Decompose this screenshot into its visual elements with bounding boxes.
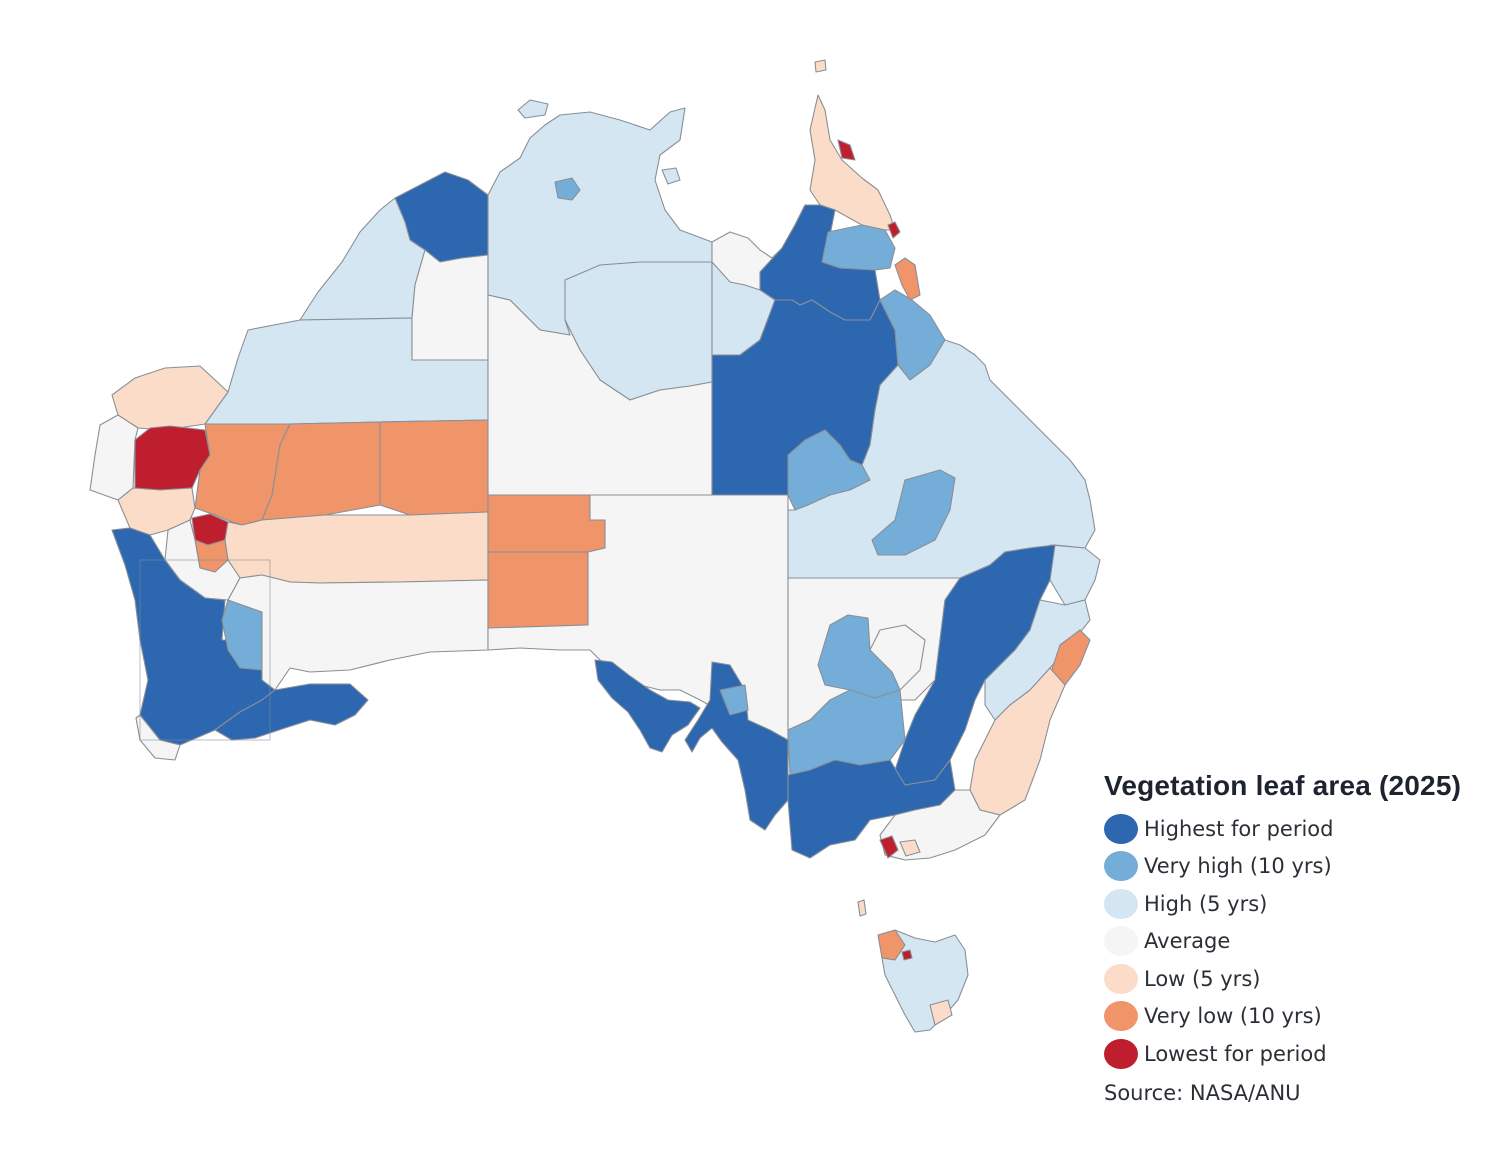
region-melbourne-lowest	[879, 835, 899, 859]
region-se-qld-high	[1049, 544, 1101, 606]
region-cape-york-lowest	[837, 139, 856, 161]
tasmania	[857, 899, 969, 1033]
island-melville	[517, 99, 549, 119]
region-southwest-avg	[135, 714, 181, 761]
region-yorke-midnorth	[684, 661, 789, 831]
region-king-island-low	[857, 899, 867, 917]
legend-swatch-very-high	[1104, 851, 1138, 882]
new-south-wales	[787, 544, 1091, 816]
region-tas-low	[929, 999, 953, 1026]
island-torres-strait	[814, 59, 827, 73]
western-australia	[89, 171, 489, 761]
legend-item-very-low: Very low (10 yrs)	[1104, 998, 1504, 1036]
legend-label: High (5 yrs)	[1144, 891, 1268, 916]
region-nsw-south-coast-low	[969, 667, 1066, 816]
legend-swatch-lowest	[1104, 1038, 1138, 1069]
legend-swatch-high	[1104, 888, 1138, 919]
legend-label: Lowest for period	[1144, 1041, 1327, 1066]
legend-swatch-low	[1104, 963, 1138, 994]
legend-item-highest: Highest for period	[1104, 810, 1504, 848]
legend-label: Very high (10 yrs)	[1144, 854, 1332, 879]
legend-title: Vegetation leaf area (2025)	[1104, 770, 1462, 801]
legend-label: Average	[1144, 929, 1231, 954]
legend-item-very-high: Very high (10 yrs)	[1104, 848, 1504, 886]
region-nsw-central-avg	[869, 624, 926, 691]
victoria	[787, 759, 1001, 861]
queensland	[711, 94, 1101, 606]
region-sa-w-verylow	[487, 551, 589, 629]
legend-swatch-highest	[1104, 813, 1138, 844]
region-sa-nw-verylow	[487, 494, 606, 553]
legend-item-average: Average	[1104, 923, 1504, 961]
legend-swatch-very-low	[1104, 1001, 1138, 1032]
region-coastal-qld-verylow	[894, 257, 921, 301]
legend-swatch-average	[1104, 926, 1138, 957]
legend-label: Very low (10 yrs)	[1144, 1004, 1322, 1029]
legend-item-low: Low (5 yrs)	[1104, 960, 1504, 998]
legend-label: Highest for period	[1144, 816, 1334, 841]
region-great-southern	[214, 683, 369, 741]
region-coastal-qld-lowest	[887, 221, 901, 239]
region-east-kimberley-avg	[411, 249, 489, 361]
source-credit: Source: NASA/ANU	[1104, 1080, 1301, 1105]
region-tanami-avg	[487, 294, 713, 496]
south-australia	[487, 494, 789, 831]
legend-label: Low (5 yrs)	[1144, 966, 1261, 991]
region-gippsland-low	[899, 839, 921, 857]
region-northeast-veryhigh	[821, 224, 896, 271]
legend-item-lowest: Lowest for period	[1104, 1035, 1504, 1073]
region-goldfields-avg	[227, 574, 489, 691]
region-tas-lowest	[901, 949, 913, 961]
region-sa-veryhigh	[719, 684, 749, 716]
region-carnarvon	[89, 414, 139, 501]
region-midwest-low	[224, 511, 489, 584]
northern-territory	[487, 107, 713, 496]
legend: Vegetation leaf area (2025) Highest for …	[1104, 770, 1504, 1105]
legend-item-high: High (5 yrs)	[1104, 885, 1504, 923]
region-maranoa-veryhigh	[871, 469, 956, 556]
island-groote	[661, 167, 681, 185]
region-great-sandy-verylow	[379, 419, 489, 516]
region-nsw-tablelands-highest	[894, 544, 1056, 786]
region-eyre-peninsula	[594, 659, 701, 753]
region-arnhem-veryhigh	[554, 177, 581, 201]
